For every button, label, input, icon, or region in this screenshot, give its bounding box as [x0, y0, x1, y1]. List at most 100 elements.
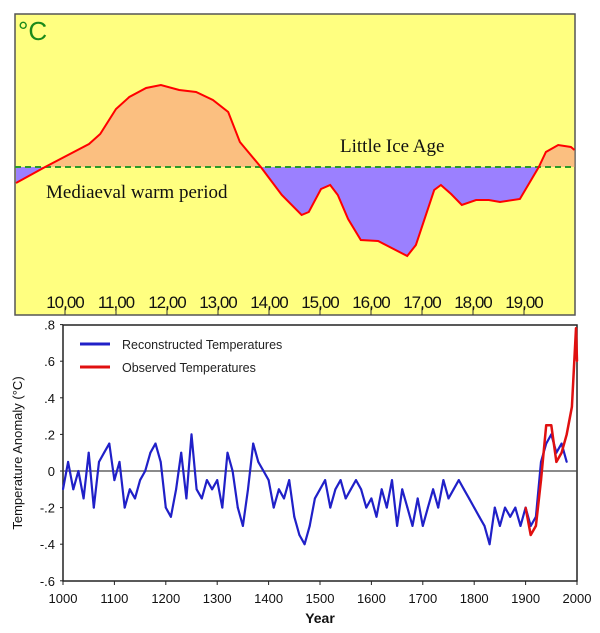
data-point [519, 524, 522, 527]
medieval-warm-period-chart: °C Little Ice Age Mediaeval warm period … [14, 13, 576, 316]
data-point [426, 506, 429, 509]
data-point [185, 497, 188, 500]
data-point [396, 524, 399, 527]
data-point [416, 497, 419, 500]
x-tick-label: 1400 [254, 591, 283, 606]
data-point [483, 524, 486, 527]
observed-temperatures-line [524, 327, 579, 537]
data-point [77, 470, 80, 472]
data-point [293, 515, 296, 518]
data-point [370, 497, 373, 500]
data-point [344, 497, 347, 500]
data-point [390, 479, 393, 482]
data-point [97, 460, 100, 463]
data-point [442, 479, 445, 482]
y-tick-label: -.6 [40, 574, 55, 589]
data-point [159, 460, 162, 463]
data-point [133, 497, 136, 500]
data-point [570, 405, 573, 408]
data-point [457, 479, 460, 482]
data-point [216, 479, 219, 482]
x-tick-label: 1800 [460, 591, 489, 606]
y-tick-label: -.4 [40, 537, 55, 552]
data-point [252, 442, 255, 445]
unit-label: °C [18, 16, 47, 46]
data-point [257, 460, 260, 463]
x-tick-label: 11,00 [98, 293, 135, 312]
data-point [560, 451, 563, 454]
data-point [411, 524, 414, 527]
data-point [247, 488, 250, 491]
data-point [329, 506, 332, 509]
y-axis-label: Temperature Anomaly (°C) [10, 376, 25, 529]
x-tick-label: 1200 [151, 591, 180, 606]
data-point [236, 506, 239, 509]
data-point [262, 470, 265, 472]
data-point [545, 424, 548, 427]
x-tick-label: 16,00 [352, 293, 390, 312]
data-point [339, 479, 342, 482]
x-tick-label: 15,00 [301, 293, 339, 312]
data-point [380, 488, 383, 491]
data-point [365, 506, 368, 509]
data-point [241, 524, 244, 527]
annotation-little-ice-age: Little Ice Age [340, 136, 444, 157]
y-tick-label: .6 [44, 354, 55, 369]
data-point [432, 488, 435, 491]
data-point [272, 506, 275, 509]
x-tick-label: 1100 [100, 591, 128, 606]
data-point [211, 488, 214, 491]
data-point [154, 442, 157, 445]
data-point [462, 488, 465, 491]
data-point [82, 497, 85, 500]
data-point [534, 524, 537, 527]
data-point [354, 479, 357, 482]
y-tick-label: .4 [44, 391, 55, 406]
data-point [231, 470, 234, 472]
data-point [128, 488, 131, 491]
data-point [401, 488, 404, 491]
data-point [319, 488, 321, 491]
data-point [576, 360, 578, 363]
data-point [164, 506, 167, 509]
x-tick-label: 17,00 [403, 293, 441, 312]
data-point [437, 506, 440, 509]
y-tick-label: .2 [44, 427, 55, 442]
data-point [565, 433, 568, 436]
data-point [298, 534, 301, 537]
data-point [308, 524, 311, 527]
data-point [540, 479, 543, 482]
x-tick-label: 12,00 [148, 293, 186, 312]
data-point [488, 543, 491, 546]
x-tick-label: 1600 [357, 591, 386, 606]
y-tick-label: -.2 [40, 501, 55, 516]
data-point [478, 515, 481, 518]
data-point [473, 506, 476, 509]
y-tick-label: .8 [44, 318, 55, 333]
data-point [349, 488, 352, 491]
data-point [303, 543, 306, 546]
data-point [277, 488, 280, 491]
x-tick-label: 19,00 [505, 293, 543, 312]
data-point [139, 479, 142, 482]
x-tick-label: 1500 [306, 591, 335, 606]
data-point [565, 460, 568, 463]
x-tick-label: 18,00 [454, 293, 492, 312]
data-point [334, 488, 337, 491]
data-point [92, 506, 95, 509]
data-point [190, 433, 193, 436]
data-point [144, 470, 147, 472]
data-point [560, 442, 563, 445]
y-tick-label: 0 [48, 464, 55, 479]
data-point [180, 451, 183, 454]
data-point [87, 451, 90, 454]
data-point [452, 488, 455, 491]
x-axis-label: Year [305, 610, 335, 626]
x-tick-label: 2000 [563, 591, 592, 606]
data-point [421, 524, 424, 527]
data-point [313, 497, 316, 500]
x-tick-label: 1700 [408, 591, 437, 606]
data-point [283, 497, 286, 500]
x-tick-label: 13,00 [199, 293, 237, 312]
